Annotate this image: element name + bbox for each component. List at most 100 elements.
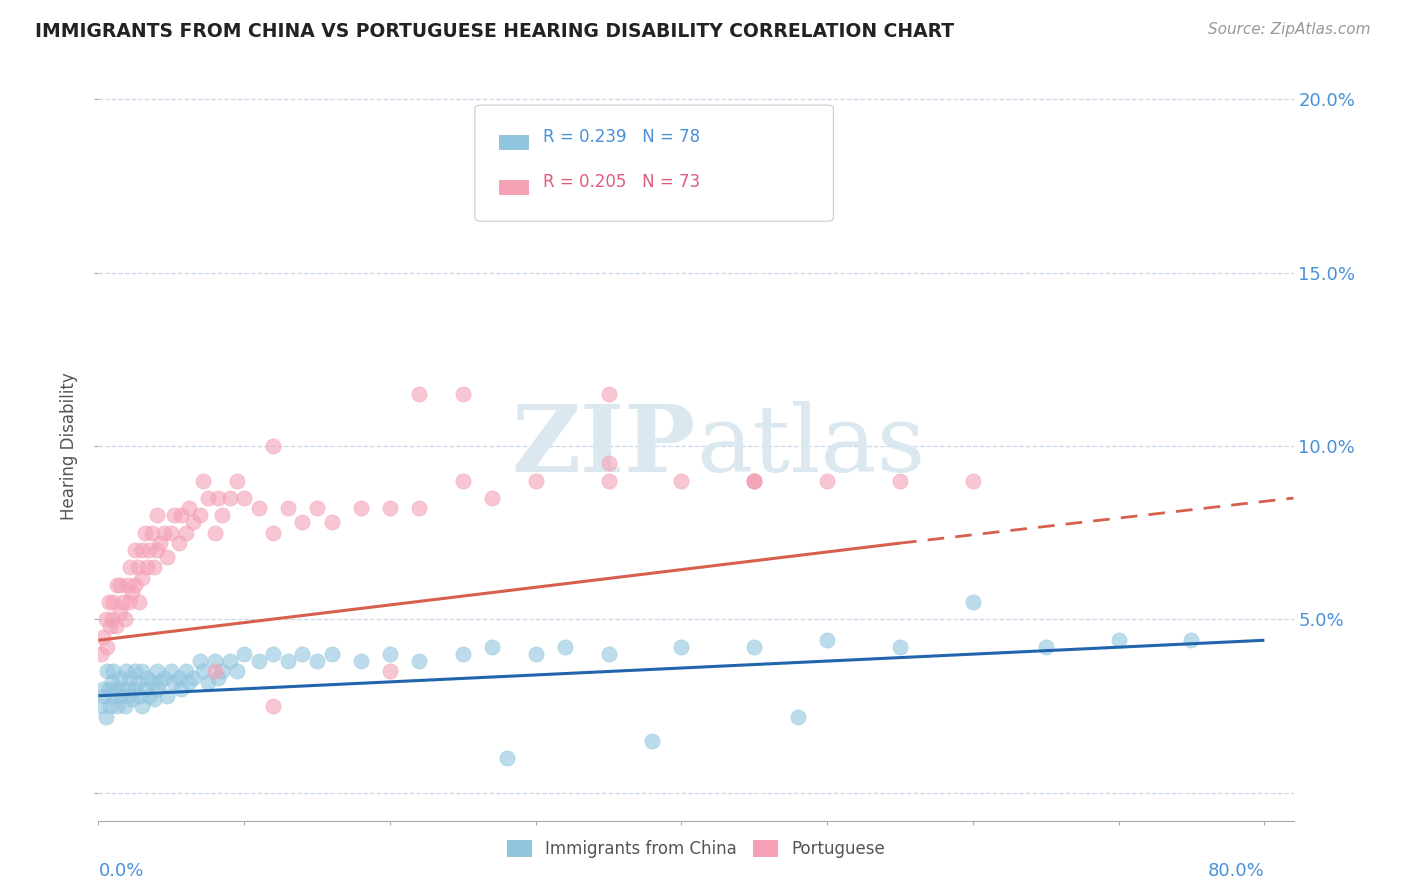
Point: [451, 387, 474, 401]
Point: [97, 681, 120, 696]
Point: [105, 699, 128, 714]
Point: [124, 578, 146, 592]
Point: [115, 665, 138, 679]
Point: [262, 525, 284, 540]
Point: [233, 491, 256, 505]
Point: [598, 456, 620, 470]
Point: [889, 474, 911, 488]
Point: [114, 612, 136, 626]
Point: [153, 525, 176, 540]
Point: [174, 665, 197, 679]
Point: [124, 543, 146, 558]
Point: [149, 674, 172, 689]
Point: [177, 674, 200, 689]
Text: 80.0%: 80.0%: [1208, 863, 1264, 880]
FancyBboxPatch shape: [475, 105, 834, 221]
Point: [153, 672, 176, 686]
Point: [204, 665, 226, 679]
Point: [94, 612, 117, 626]
Point: [110, 672, 132, 686]
Point: [321, 647, 343, 661]
Point: [121, 692, 143, 706]
Point: [145, 665, 167, 679]
Point: [181, 672, 204, 686]
Point: [141, 674, 163, 689]
Point: [218, 654, 240, 668]
Point: [742, 474, 765, 488]
Point: [554, 640, 576, 655]
Point: [118, 595, 141, 609]
Point: [190, 654, 212, 668]
Point: [100, 612, 122, 626]
Point: [193, 665, 215, 679]
Point: [524, 474, 547, 488]
Point: [145, 543, 167, 558]
Point: [127, 560, 149, 574]
Point: [110, 606, 132, 620]
Point: [124, 665, 146, 679]
Point: [100, 674, 122, 689]
Point: [190, 508, 212, 523]
Point: [156, 549, 179, 564]
Point: [110, 689, 132, 703]
Point: [134, 681, 156, 696]
Text: atlas: atlas: [696, 401, 925, 491]
Point: [742, 640, 765, 655]
Point: [962, 474, 984, 488]
Point: [181, 516, 204, 530]
Point: [481, 640, 503, 655]
Point: [101, 595, 124, 609]
Point: [524, 647, 547, 661]
Point: [277, 654, 299, 668]
Point: [138, 543, 160, 558]
Point: [174, 525, 197, 540]
Point: [111, 681, 134, 696]
Point: [142, 692, 165, 706]
Point: [408, 654, 430, 668]
Point: [247, 654, 270, 668]
Point: [91, 681, 114, 696]
Point: [451, 474, 474, 488]
Text: 0.0%: 0.0%: [98, 863, 143, 880]
Point: [96, 665, 118, 679]
Point: [141, 525, 163, 540]
Point: [742, 474, 765, 488]
Point: [104, 681, 127, 696]
Point: [142, 560, 165, 574]
Point: [197, 674, 219, 689]
Point: [225, 665, 247, 679]
Y-axis label: Hearing Disability: Hearing Disability: [60, 372, 79, 520]
Point: [128, 689, 150, 703]
Point: [96, 640, 118, 655]
Point: [104, 619, 127, 633]
Point: [787, 709, 810, 723]
Point: [233, 647, 256, 661]
Point: [110, 578, 132, 592]
Point: [167, 536, 190, 550]
Point: [225, 474, 247, 488]
FancyBboxPatch shape: [499, 180, 529, 195]
Point: [112, 595, 135, 609]
Point: [97, 595, 120, 609]
Point: [305, 501, 328, 516]
Point: [149, 536, 172, 550]
Point: [90, 699, 112, 714]
Point: [145, 508, 167, 523]
Point: [962, 595, 984, 609]
Point: [118, 689, 141, 703]
Point: [94, 709, 117, 723]
Point: [135, 560, 157, 574]
Point: [378, 501, 401, 516]
Point: [671, 640, 693, 655]
Text: Source: ZipAtlas.com: Source: ZipAtlas.com: [1208, 22, 1371, 37]
Point: [163, 508, 186, 523]
Point: [815, 474, 838, 488]
Point: [350, 654, 373, 668]
Point: [598, 387, 620, 401]
Point: [408, 501, 430, 516]
Point: [167, 672, 190, 686]
Text: R = 0.239   N = 78: R = 0.239 N = 78: [543, 128, 700, 146]
Point: [350, 501, 373, 516]
Point: [127, 674, 149, 689]
Point: [177, 501, 200, 516]
